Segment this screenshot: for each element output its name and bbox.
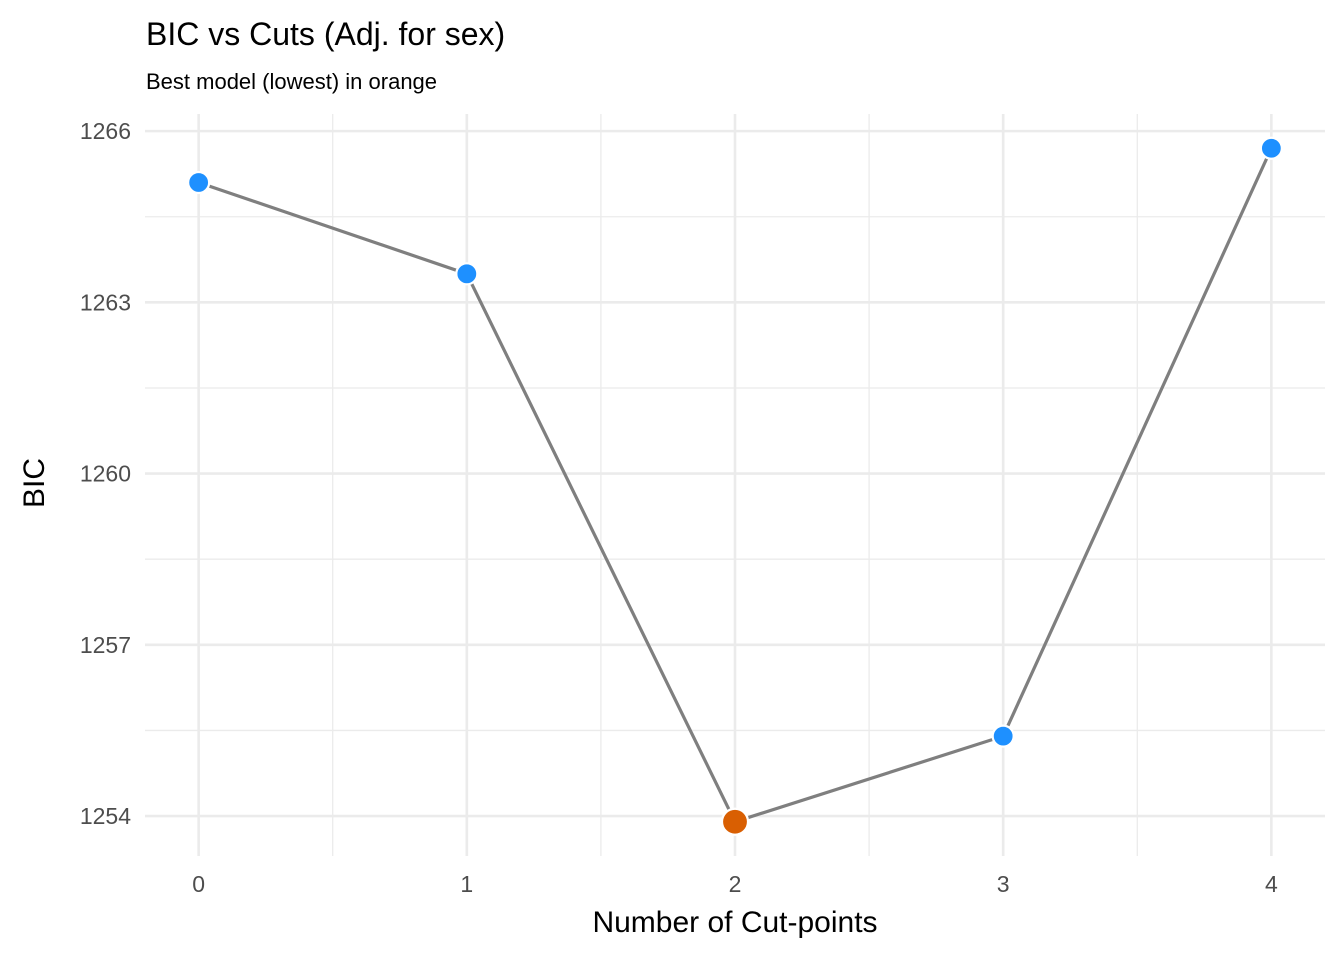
bic-point [187, 170, 211, 195]
bic-point [991, 724, 1015, 748]
bic-point [455, 262, 479, 286]
y-tick-label: 1266 [80, 118, 131, 144]
y-tick-label: 1263 [80, 289, 131, 315]
bic-point [1259, 136, 1283, 160]
x-axis-title: Number of Cut-points [592, 906, 877, 939]
y-tick-label: 1254 [80, 803, 131, 829]
x-tick-label: 4 [1265, 871, 1278, 897]
y-tick-label: 1260 [80, 461, 131, 487]
chart-subtitle: Best model (lowest) in orange [146, 69, 437, 94]
tick-labels: 0 1 2 3 4 1254 1257 1260 1263 1266 [80, 118, 1278, 897]
chart-title: BIC vs Cuts (Adj. for sex) [146, 16, 505, 52]
x-tick-label: 2 [729, 871, 742, 897]
y-tick-label: 1257 [80, 632, 131, 658]
x-tick-label: 3 [997, 871, 1010, 897]
series [187, 136, 1283, 836]
x-tick-label: 0 [192, 871, 205, 897]
best-model-point [720, 807, 750, 836]
x-tick-label: 1 [460, 871, 473, 897]
y-axis-title: BIC [18, 458, 51, 508]
